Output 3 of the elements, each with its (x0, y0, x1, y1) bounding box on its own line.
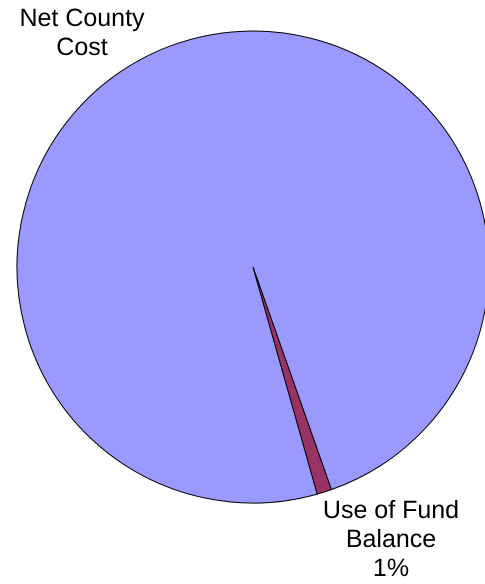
data-label: 1% (372, 554, 410, 582)
slice-label: Use of Fund Balance (322, 496, 460, 553)
slice-label: Net County Cost (19, 4, 146, 61)
